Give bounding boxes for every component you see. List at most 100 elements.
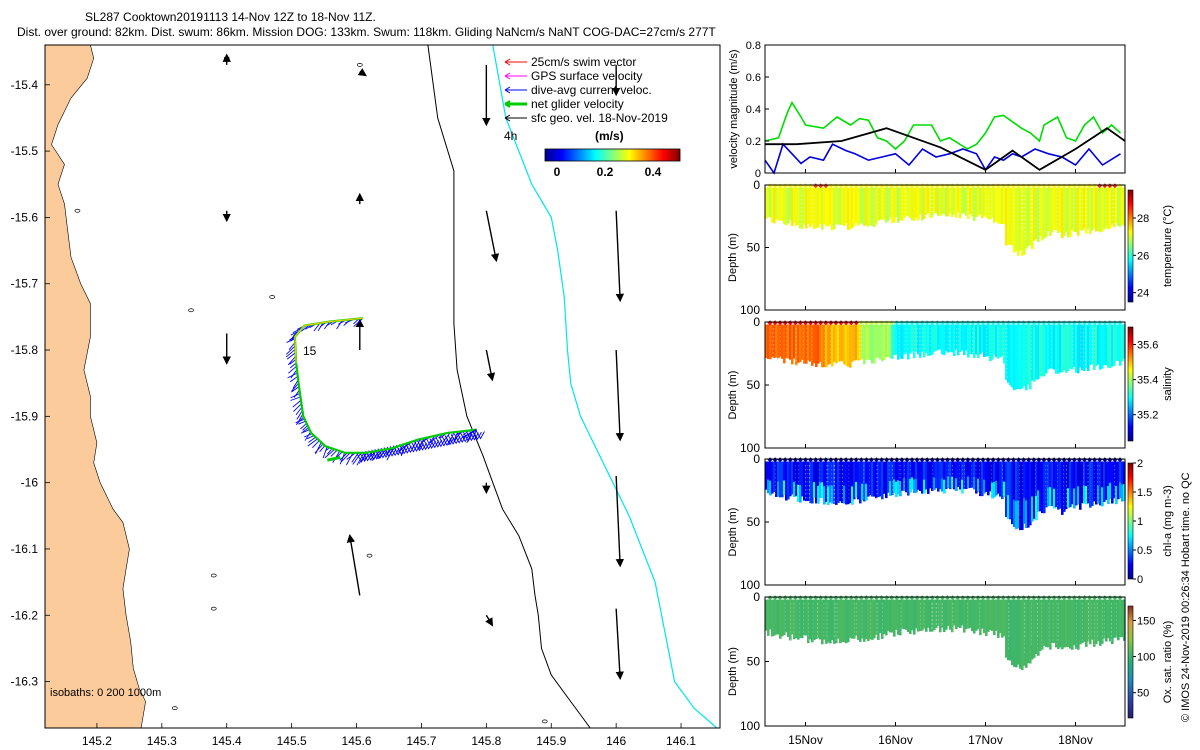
profile-cell <box>829 324 832 364</box>
profile-cell <box>931 461 934 491</box>
profile-cell <box>899 187 902 221</box>
surface-dot <box>1046 595 1052 601</box>
profile-cell-deep <box>817 485 820 504</box>
profile-cell <box>905 324 908 354</box>
profile-cell <box>1055 461 1058 508</box>
profile-cell-deep <box>893 479 896 493</box>
profile-cell <box>1063 324 1066 371</box>
profile-cell <box>919 187 922 215</box>
profile-cell <box>899 324 902 359</box>
reef-outline <box>74 208 81 213</box>
profile-cell <box>865 599 868 639</box>
profile-cell <box>771 461 774 494</box>
profile-cell <box>825 599 828 644</box>
profile-cell <box>893 324 896 356</box>
profile-cell <box>989 324 992 361</box>
profile-cell-deep <box>1031 496 1034 522</box>
profile-cell-deep <box>1077 486 1080 505</box>
profile-cell <box>945 461 948 489</box>
profile-cell-deep <box>767 479 770 494</box>
profile-cell <box>963 187 966 214</box>
profile-cell-deep <box>829 485 832 503</box>
profile-cell <box>867 187 870 227</box>
dac-zigzag <box>404 443 415 454</box>
dac-arrow <box>317 322 324 332</box>
profile-cell <box>1031 187 1034 250</box>
profile-ytick-label: 0 <box>753 590 760 604</box>
profile-cell <box>1077 461 1080 505</box>
profile-cell <box>1061 324 1064 373</box>
profile-cell-deep <box>915 479 918 493</box>
profile-cell <box>1053 187 1056 230</box>
profile-cell <box>1011 599 1014 665</box>
dac-arrow <box>291 382 299 392</box>
profile-cell <box>901 324 904 359</box>
surface-dot <box>914 595 920 601</box>
profile-cell <box>847 187 850 230</box>
profile-cell <box>877 461 880 498</box>
profile-cell <box>975 599 978 631</box>
profile-cell <box>1027 599 1030 664</box>
surface-dot <box>1066 595 1072 601</box>
profile-cell <box>1119 324 1122 366</box>
profile-cell <box>771 599 774 637</box>
dac-arrow <box>304 431 311 441</box>
dac-end-arrow <box>462 428 477 439</box>
profile-cell <box>803 599 806 636</box>
dac-arrow <box>322 446 328 459</box>
colorbar-tick-0: 0 <box>554 165 561 179</box>
profile-cell <box>853 324 856 361</box>
profile-cell <box>979 187 982 215</box>
profile-cell <box>919 461 922 491</box>
profile-cell <box>999 187 1002 224</box>
profile-cell <box>977 599 980 630</box>
profile-cell <box>935 461 938 489</box>
profile-cell <box>1091 599 1094 640</box>
profile-cell <box>831 324 834 367</box>
profile-cell <box>1037 187 1040 242</box>
profile-cell <box>813 324 816 364</box>
profile-cell <box>987 324 990 357</box>
profile-cell <box>857 324 860 361</box>
profile-ytick-label: 0 <box>753 178 760 192</box>
dac-zigzag <box>398 444 409 455</box>
profile-cell <box>1083 599 1086 642</box>
profile-cell <box>849 324 852 368</box>
profile-cell <box>911 324 914 352</box>
profile-cell <box>979 461 982 497</box>
profile-cell <box>813 187 816 230</box>
profile-cell <box>1091 324 1094 364</box>
profile-cell <box>991 599 994 631</box>
profile-cell <box>887 187 890 221</box>
profile-cell <box>821 324 824 368</box>
profile-cell <box>905 187 908 217</box>
profile-cell <box>893 599 896 637</box>
profile-cell-deep <box>1101 487 1104 507</box>
surface-dot <box>808 595 814 601</box>
profile-cell <box>871 461 874 497</box>
isobath-200m-line <box>427 44 591 729</box>
profile-cell <box>1051 599 1054 643</box>
profile-cell <box>767 461 770 494</box>
profile-cell <box>963 324 966 355</box>
profile-cell <box>1011 461 1014 525</box>
profile-cell <box>787 461 790 500</box>
surface-dot <box>1041 595 1047 601</box>
profile-cell <box>875 461 878 499</box>
profile-cell <box>919 324 922 358</box>
profile-cell-deep <box>1085 486 1088 504</box>
geo-velocity-arrow <box>615 349 625 442</box>
profile-cell <box>949 599 952 630</box>
profile-cell <box>779 187 782 221</box>
dac-zigzag <box>417 440 427 451</box>
profile-cell <box>767 599 770 636</box>
track-label: 15 <box>303 344 317 358</box>
profile-cell <box>1041 324 1044 377</box>
surface-dot <box>823 595 829 601</box>
profile-cell <box>895 599 898 630</box>
profile-cell <box>1027 324 1030 385</box>
profile-cell <box>1001 461 1004 500</box>
profile-cell <box>921 599 924 631</box>
profile-cell-deep <box>911 477 914 490</box>
colorbar-tick-label: 35.2 <box>1137 410 1158 422</box>
